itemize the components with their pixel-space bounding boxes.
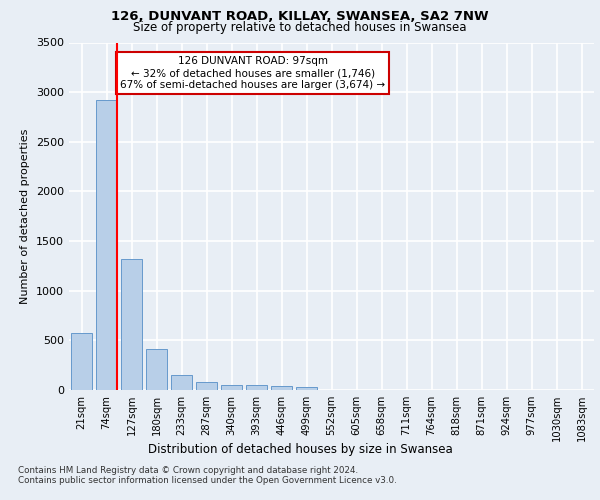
Bar	[221, 384, 242, 390]
Text: Distribution of detached houses by size in Swansea: Distribution of detached houses by size …	[148, 442, 452, 456]
Text: Contains public sector information licensed under the Open Government Licence v3: Contains public sector information licen…	[18, 476, 397, 485]
Bar	[171, 374, 192, 390]
Text: 126, DUNVANT ROAD, KILLAY, SWANSEA, SA2 7NW: 126, DUNVANT ROAD, KILLAY, SWANSEA, SA2 …	[111, 10, 489, 23]
Bar	[121, 259, 142, 390]
Bar	[96, 100, 117, 390]
Y-axis label: Number of detached properties: Number of detached properties	[20, 128, 31, 304]
Bar	[246, 385, 267, 390]
Text: Contains HM Land Registry data © Crown copyright and database right 2024.: Contains HM Land Registry data © Crown c…	[18, 466, 358, 475]
Text: 126 DUNVANT ROAD: 97sqm
← 32% of detached houses are smaller (1,746)
67% of semi: 126 DUNVANT ROAD: 97sqm ← 32% of detache…	[120, 56, 385, 90]
Bar	[296, 387, 317, 390]
Bar	[146, 350, 167, 390]
Text: Size of property relative to detached houses in Swansea: Size of property relative to detached ho…	[133, 21, 467, 34]
Bar	[196, 382, 217, 390]
Bar	[71, 334, 92, 390]
Bar	[271, 386, 292, 390]
